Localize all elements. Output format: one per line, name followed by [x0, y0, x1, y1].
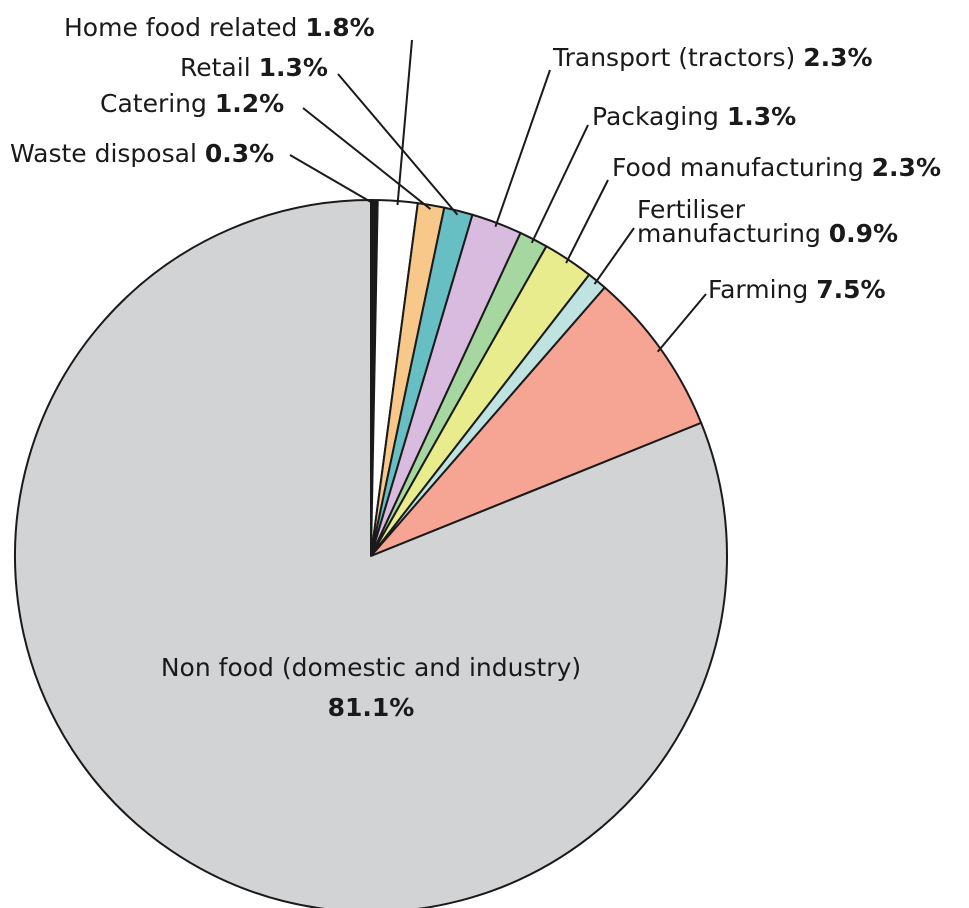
value-label-fertiliser-manufacturing: 0.9%	[829, 219, 898, 248]
value-label-retail: 1.3%	[259, 53, 328, 82]
label-text-food-manufacturing: Food manufacturing	[612, 153, 872, 182]
value-label-farming: 7.5%	[816, 275, 885, 304]
label-packaging: Packaging 1.3%	[592, 102, 796, 131]
label-text-packaging: Packaging	[592, 102, 727, 131]
leader-lines	[289, 39, 707, 353]
label-food-manufacturing: Food manufacturing 2.3%	[612, 153, 941, 182]
label-text-fertiliser-manufacturing: Fertiliser	[637, 195, 746, 224]
pie-slices	[14, 198, 728, 908]
leader-line-packaging	[530, 124, 589, 244]
value-label-catering: 1.2%	[215, 89, 284, 118]
slice-non-food-domestic-and-industry	[14, 199, 728, 908]
label-text-farming: Farming	[708, 275, 816, 304]
label-non-food-domestic-and-industry: Non food (domestic and industry) 81.1%	[161, 653, 581, 722]
value-label-waste-disposal: 0.3%	[205, 139, 274, 168]
label-fertiliser-manufacturing: Fertiliser manufacturing 0.9%	[637, 195, 898, 248]
leader-line-home-food-related	[396, 39, 413, 206]
slice-labels: Waste disposal 0.3% Home food related 1.8…	[10, 13, 941, 722]
label-farming: Farming 7.5%	[708, 275, 886, 304]
label-waste-disposal: Waste disposal 0.3%	[10, 139, 274, 168]
label-text-retail: Retail	[180, 53, 259, 82]
value-label-home-food-related: 1.8%	[305, 13, 374, 42]
leader-line-catering	[302, 107, 432, 210]
value-label-transport-tractors: 2.3%	[803, 43, 872, 72]
label-text-non-food-domestic-and-industry: Non food (domestic and industry)	[161, 653, 581, 682]
leader-line-fertiliser-manufacturing	[593, 227, 635, 285]
label-catering: Catering 1.2%	[100, 89, 284, 118]
label-text-home-food-related: Home food related	[64, 13, 305, 42]
value-label-food-manufacturing: 2.3%	[872, 153, 941, 182]
label-text-transport-tractors: Transport (tractors)	[552, 43, 803, 72]
leader-line-waste-disposal	[289, 154, 375, 205]
leader-line-transport-tractors	[494, 69, 551, 228]
leader-line-farming	[656, 293, 707, 353]
label-text-waste-disposal: Waste disposal	[10, 139, 205, 168]
leader-line-food-manufacturing	[565, 179, 609, 264]
label-text-catering: Catering	[100, 89, 215, 118]
label-home-food-related: Home food related 1.8%	[64, 13, 375, 42]
label-transport-tractors: Transport (tractors) 2.3%	[552, 43, 873, 72]
label-text-fertiliser-manufacturing-2: manufacturing	[637, 219, 829, 248]
value-label-non-food-domestic-and-industry: 81.1%	[328, 693, 415, 722]
value-label-packaging: 1.3%	[727, 102, 796, 131]
label-retail: Retail 1.3%	[180, 53, 328, 82]
leader-line-retail	[337, 73, 459, 216]
